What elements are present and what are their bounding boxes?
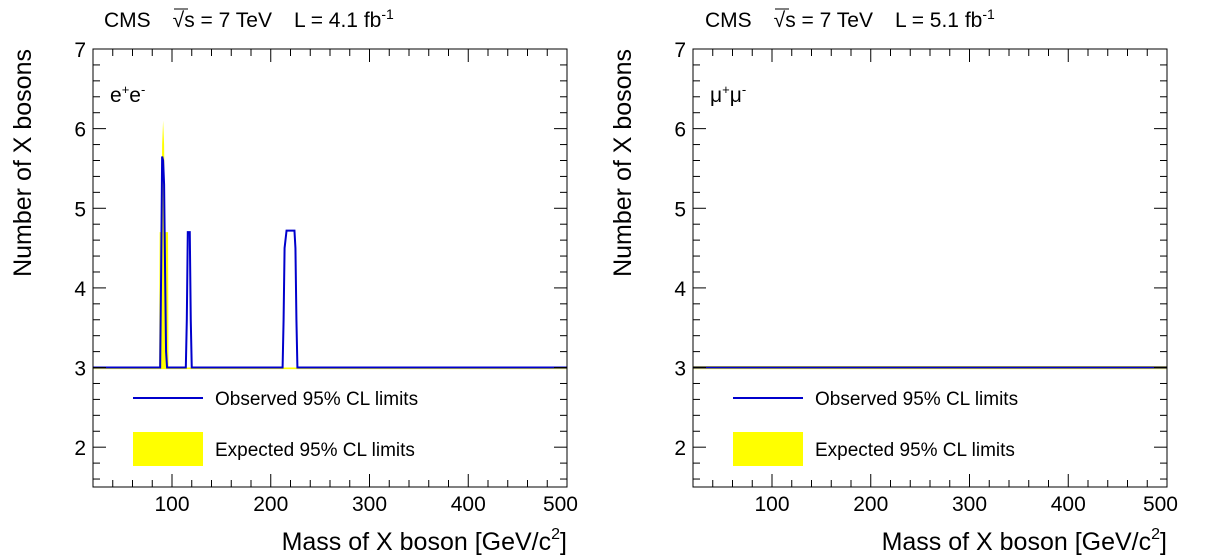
y-tick-label: 3 xyxy=(674,358,686,381)
observed-line xyxy=(93,156,567,369)
title-energy: √s = 7 TeV xyxy=(173,9,272,32)
x-tick-label: 200 xyxy=(253,493,288,516)
y-axis-label: Number of X bosons xyxy=(9,49,37,277)
channel-label: μ+μ- xyxy=(710,82,746,107)
legend-expected-label: Expected 95% CL limits xyxy=(215,440,415,461)
title-lumi-sup: -1 xyxy=(381,6,394,22)
y-tick-label: 5 xyxy=(674,198,686,221)
y-tick-label: 3 xyxy=(74,358,86,381)
x-tick-label: 100 xyxy=(154,493,189,516)
x-tick-label: 300 xyxy=(352,493,387,516)
x-tick-label: 100 xyxy=(754,493,789,516)
chart-panel-2: CMS √s = 7 TeV L = 5.1 fb-1 100 200 300 400 500… xyxy=(609,6,1178,556)
x-tick-label: 200 xyxy=(853,493,888,516)
y-tick-label: 4 xyxy=(674,278,686,301)
x-tick-label: 400 xyxy=(1051,493,1086,516)
y-tick-label: 5 xyxy=(74,198,86,221)
x-axis-label: Mass of X boson [GeV/c2] xyxy=(882,526,1167,556)
x-tick-label: 400 xyxy=(451,493,486,516)
chart-title: CMS √s = 7 TeV L = 5.1 fb-1 xyxy=(705,6,995,32)
chart-panel-1: CMS √s = 7 TeV L = 4.1 fb-1 100 200 300 400 500… xyxy=(9,6,578,556)
x-axis-label: Mass of X boson [GeV/c2] xyxy=(282,526,567,556)
y-axis-label: Number of X bosons xyxy=(609,49,637,277)
x-tick-label: 500 xyxy=(1143,493,1178,516)
legend-observed-label: Observed 95% CL limits xyxy=(215,389,418,410)
plot-frame xyxy=(692,48,1168,488)
y-tick-label: 7 xyxy=(74,39,86,62)
y-tick-label: 6 xyxy=(674,119,686,142)
x-tick-label: 300 xyxy=(952,493,987,516)
y-tick-label: 2 xyxy=(74,437,86,460)
legend-observed-label: Observed 95% CL limits xyxy=(815,389,1018,410)
title-experiment: CMS xyxy=(705,9,752,32)
legend-expected-label: Expected 95% CL limits xyxy=(815,440,1015,461)
title-lumi: L = 5.1 fb xyxy=(895,9,982,32)
y-tick-label: 6 xyxy=(74,119,86,142)
x-tick-label: 500 xyxy=(543,493,578,516)
y-tick-label: 4 xyxy=(74,278,86,301)
y-tick-label: 2 xyxy=(674,437,686,460)
title-lumi-sup: -1 xyxy=(982,6,995,22)
legend-expected-swatch xyxy=(733,432,803,466)
y-tick-label: 7 xyxy=(674,39,686,62)
title-experiment: CMS xyxy=(104,9,151,32)
channel-label: e+e- xyxy=(110,82,145,107)
title-lumi: L = 4.1 fb xyxy=(294,9,381,32)
title-energy: √s = 7 TeV xyxy=(774,9,873,32)
legend-expected-swatch xyxy=(133,432,203,466)
chart-title: CMS √s = 7 TeV L = 4.1 fb-1 xyxy=(104,6,394,32)
